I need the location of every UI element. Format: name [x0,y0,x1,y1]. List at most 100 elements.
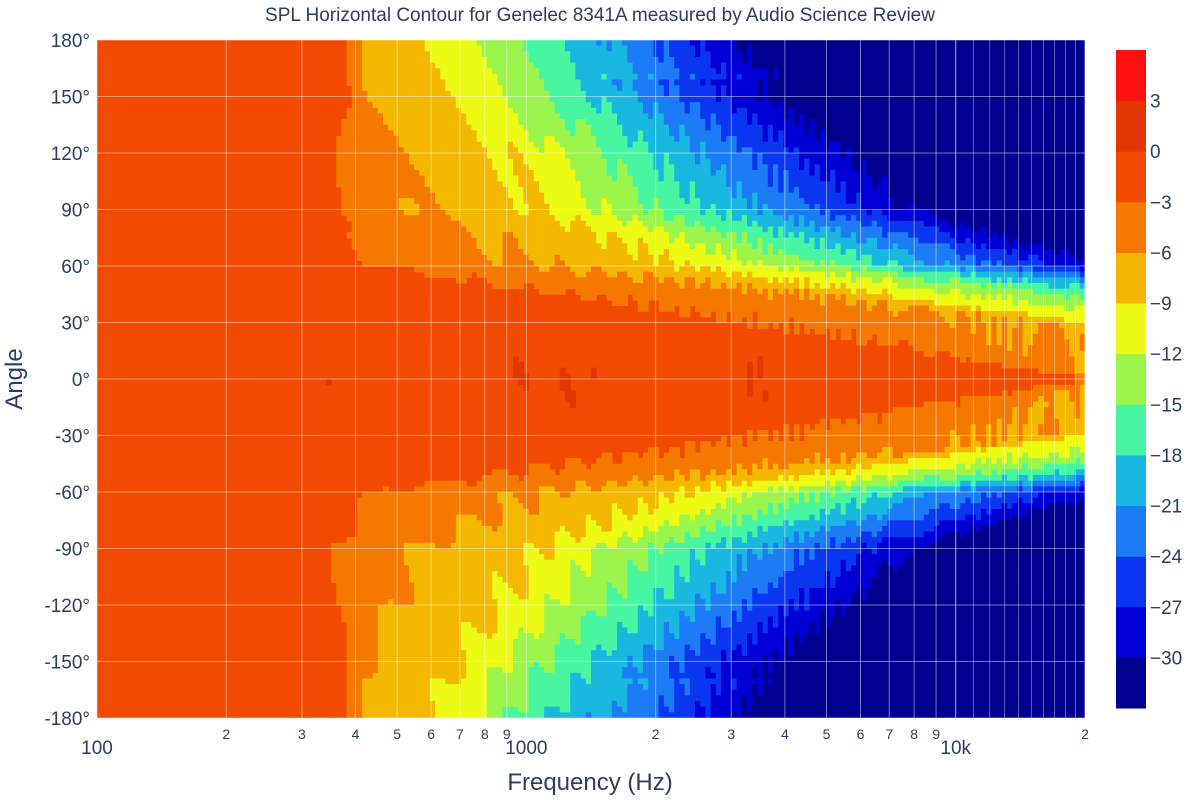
contour-cell [721,198,727,205]
contour-cell [882,51,888,58]
contour-cell [814,141,821,148]
contour-cell [767,232,774,239]
contour-cell [840,147,847,154]
contour-cell [627,192,634,199]
contour-cell [1001,232,1008,239]
contour-cell [1043,209,1050,216]
contour-cell [663,203,670,211]
contour-cell [445,215,452,222]
contour-cell [440,192,446,199]
contour-cell [731,51,738,58]
contour-cell [419,141,426,148]
contour-cell [897,192,904,199]
contour-cell [710,169,717,177]
contour-cell [341,124,348,131]
contour-cell [409,186,415,194]
contour-cell [715,215,722,222]
contour-cell [897,147,904,154]
contour-cell [934,147,940,154]
contour-cell [611,186,618,194]
contour-cell [830,220,836,228]
contour-cell [721,192,727,199]
contour-cell [606,169,613,177]
contour-cell [632,73,639,81]
contour-cell [580,130,587,137]
contour-cell [975,169,982,177]
contour-cell [383,209,389,216]
contour-cell [970,198,977,205]
contour-cell [481,68,488,75]
contour-cell [565,198,571,205]
contour-cell [695,68,701,75]
contour-cell [409,232,415,239]
contour-cell [975,79,982,86]
contour-cell [965,186,972,194]
contour-cell [398,203,405,211]
contour-cell [1017,51,1024,58]
contour-cell [799,56,805,64]
contour-cell [518,102,524,109]
contour-cell [1048,85,1055,92]
contour-cell [388,102,394,109]
contour-cell [700,215,706,222]
contour-cell [565,226,571,233]
contour-cell [960,102,966,109]
contour-cell [960,153,966,160]
contour-cell [393,164,400,171]
contour-cell [388,96,394,103]
contour-cell [502,158,509,165]
contour-cell [502,226,509,233]
contour-cell [788,186,795,194]
contour-cell [773,192,779,199]
contour-cell [715,119,722,126]
contour-cell [383,192,389,199]
contour-cell [897,40,904,47]
contour-cell [819,124,826,131]
contour-cell [835,68,842,75]
contour-cell [736,68,743,75]
contour-cell [481,198,488,205]
contour-cell [689,124,696,131]
contour-cell [1053,113,1060,120]
contour-cell [377,136,384,143]
contour-cell [497,226,504,233]
contour-cell [1074,147,1081,154]
contour-cell [643,136,649,143]
contour-cell [918,62,925,69]
contour-cell [773,220,779,228]
contour-cell [611,169,618,177]
contour-cell [554,56,561,64]
contour-cell [788,198,795,205]
contour-cell [913,51,920,58]
contour-cell [788,141,795,148]
contour-cell [892,153,899,160]
contour-cell [1038,113,1044,120]
contour-cell [435,102,441,109]
contour-cell [471,79,478,86]
contour-cell [752,124,758,131]
contour-cell [783,169,790,177]
contour-cell [955,113,961,120]
contour-cell [1001,169,1008,177]
contour-cell [710,226,717,233]
contour-cell [892,107,899,115]
contour-cell [533,62,540,69]
contour-cell [861,102,868,109]
contour-cell [684,192,691,199]
contour-cell [440,203,446,211]
contour-cell [710,192,717,199]
contour-cell [814,209,821,216]
contour-cell [357,164,363,171]
contour-cell [637,209,644,216]
contour-cell [1001,209,1008,216]
contour-cell [632,85,639,92]
contour-cell [903,232,909,239]
contour-cell [923,124,930,131]
contour-cell [793,215,800,222]
contour-cell [523,96,530,103]
contour-cell [1007,147,1013,154]
contour-cell [944,226,951,233]
contour-cell [669,73,675,81]
contour-cell [939,119,946,126]
contour-cell [1053,136,1060,143]
